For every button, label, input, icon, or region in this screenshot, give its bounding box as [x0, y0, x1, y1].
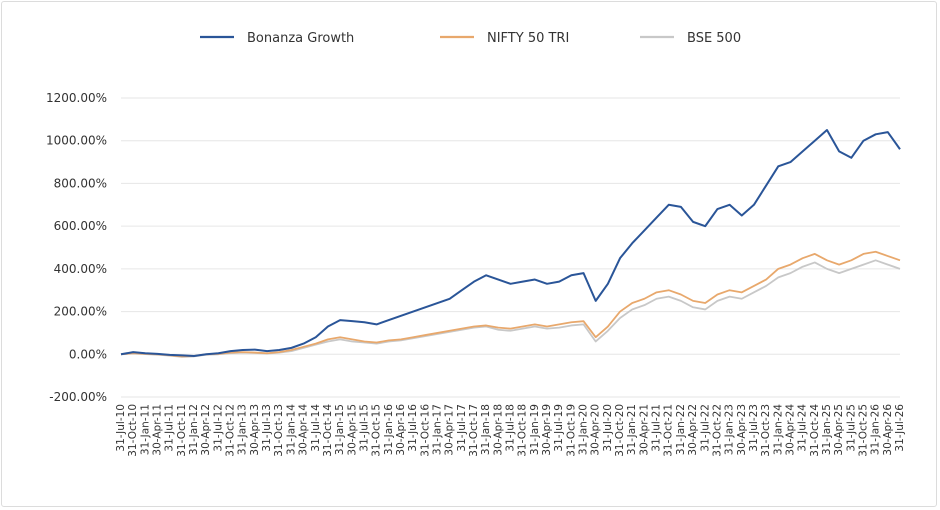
x-tick-label: 31-Jul-20 [602, 404, 614, 452]
y-tick-label: 400.00% [54, 262, 107, 276]
x-tick-label: 31-Oct-18 [517, 404, 529, 457]
x-tick-label: 31-Jul-17 [456, 404, 468, 452]
x-tick-label: 31-Oct-21 [663, 404, 675, 457]
x-tick-label: 31-Jan-16 [383, 404, 395, 455]
x-tick-label: 30-Apr-19 [541, 404, 553, 456]
x-tick-label: 31-Jul-23 [748, 404, 760, 452]
x-tick-label: 31-Jan-24 [772, 404, 784, 455]
x-tick-label: 30-Apr-18 [492, 404, 504, 456]
x-tick-label: 31-Jul-14 [310, 404, 322, 452]
x-tick-label: 31-Jul-15 [358, 404, 370, 452]
legend: Bonanza Growth NIFTY 50 TRI BSE 500 [200, 31, 741, 46]
x-axis-ticks: 31-Jul-10 31-Oct-10 31-Jan-11 30-Apr-11 31-J… [115, 404, 906, 457]
x-tick-label: 30-Apr-12 [200, 404, 212, 456]
x-tick-label: 31-Jan-17 [431, 404, 443, 455]
x-tick-label: 31-Oct-10 [127, 404, 139, 457]
x-tick-label: 31-Jul-26 [894, 404, 906, 452]
x-tick-label: 31-Oct-25 [857, 404, 869, 457]
legend-label: Bonanza Growth [247, 31, 354, 46]
y-axis-ticks: 1200.00% 1000.00% 800.00% 600.00% 400.00% 200… [46, 91, 107, 404]
gridlines [121, 97, 900, 398]
x-tick-label: 30-Apr-26 [882, 404, 894, 456]
series-line-2 [120, 259, 901, 358]
x-tick-label: 31-Jan-19 [529, 404, 541, 455]
x-tick-label: 30-Apr-17 [444, 404, 456, 456]
x-tick-label: 30-Apr-13 [249, 404, 261, 456]
legend-label: NIFTY 50 TRI [487, 31, 569, 46]
x-tick-label: 31-Jul-24 [797, 404, 809, 452]
y-tick-label: 1200.00% [46, 91, 107, 105]
legend-label: BSE 500 [687, 31, 741, 46]
x-tick-label: 30-Apr-21 [638, 404, 650, 456]
y-tick-label: 200.00% [54, 305, 107, 319]
x-tick-label: 31-Jan-15 [334, 404, 346, 455]
y-tick-label: -200.00% [49, 390, 107, 404]
x-tick-label: 31-Jan-20 [578, 404, 590, 455]
x-tick-label: 31-Oct-23 [760, 404, 772, 457]
x-tick-label: 31-Oct-16 [419, 404, 431, 457]
x-tick-label: 31-Jul-21 [651, 404, 663, 452]
x-tick-label: 31-Jan-23 [724, 404, 736, 455]
y-tick-label: 600.00% [54, 219, 107, 233]
x-tick-label: 31-Jan-11 [139, 404, 151, 455]
x-tick-label: 31-Jan-18 [480, 404, 492, 455]
x-tick-label: 30-Apr-25 [833, 404, 845, 456]
series-lines [120, 129, 901, 358]
x-tick-label: 31-Jan-14 [285, 404, 297, 455]
y-tick-label: 0.00% [69, 347, 107, 361]
y-tick-label: 800.00% [54, 176, 107, 190]
x-tick-label: 31-Jan-22 [675, 404, 687, 455]
series-line-1 [120, 250, 901, 358]
series-line-0 [120, 129, 901, 357]
x-tick-label: 31-Jul-18 [505, 404, 517, 452]
y-tick-label: 1000.00% [46, 134, 107, 148]
x-tick-label: 31-Oct-19 [565, 404, 577, 457]
x-tick-label: 31-Oct-12 [225, 404, 237, 457]
x-tick-label: 31-Oct-13 [273, 404, 285, 457]
x-tick-label: 30-Apr-20 [590, 404, 602, 456]
x-tick-label: 30-Apr-24 [784, 404, 796, 456]
x-tick-label: 31-Jan-21 [626, 404, 638, 455]
x-tick-label: 31-Oct-20 [614, 404, 626, 457]
x-tick-label: 30-Apr-11 [152, 404, 164, 456]
x-tick-label: 31-Jul-25 [845, 404, 857, 452]
x-tick-label: 30-Apr-23 [736, 404, 748, 456]
x-tick-label: 30-Apr-14 [298, 404, 310, 456]
x-tick-label: 31-Oct-24 [809, 404, 821, 457]
x-tick-label: 31-Jan-12 [188, 404, 200, 455]
x-tick-label: 31-Jul-11 [164, 404, 176, 452]
x-tick-label: 31-Jan-26 [870, 404, 882, 455]
x-tick-label: 31-Oct-14 [322, 404, 334, 457]
x-tick-label: 31-Oct-15 [371, 404, 383, 457]
x-tick-label: 31-Jul-13 [261, 404, 273, 452]
x-tick-label: 31-Jul-12 [212, 404, 224, 452]
x-tick-label: 31-Jul-19 [553, 404, 565, 452]
x-tick-label: 31-Jan-13 [237, 404, 249, 455]
x-tick-label: 31-Oct-11 [176, 404, 188, 457]
x-tick-label: 30-Apr-15 [346, 404, 358, 456]
x-tick-label: 31-Oct-22 [711, 404, 723, 457]
x-tick-label: 30-Apr-16 [395, 404, 407, 456]
x-tick-label: 31-Jul-16 [407, 404, 419, 452]
x-tick-label: 31-Jul-22 [699, 404, 711, 452]
x-tick-label: 31-Jan-25 [821, 404, 833, 455]
x-tick-label: 31-Jul-10 [115, 404, 127, 452]
x-tick-label: 31-Oct-17 [468, 404, 480, 457]
x-tick-label: 30-Apr-22 [687, 404, 699, 456]
